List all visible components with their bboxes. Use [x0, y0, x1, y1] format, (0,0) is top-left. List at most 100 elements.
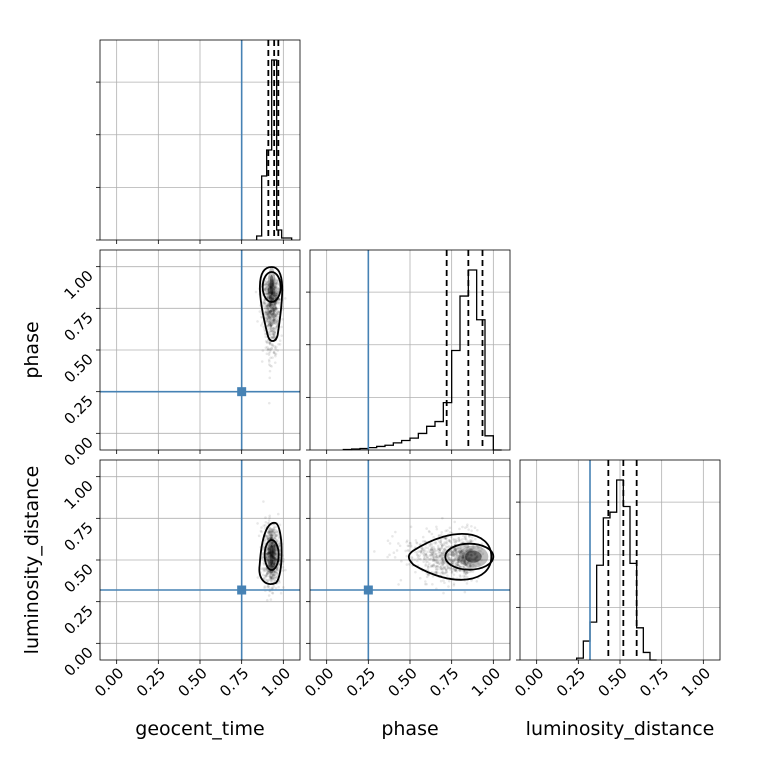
- scatter-point: [254, 290, 258, 294]
- scatter-point: [273, 550, 276, 553]
- scatter-point: [271, 292, 274, 295]
- scatter-point: [272, 560, 275, 563]
- scatter-point: [272, 321, 276, 324]
- scatter-point: [448, 539, 452, 543]
- scatter-point: [388, 542, 392, 545]
- scatter-point: [271, 321, 275, 325]
- scatter-point: [271, 307, 274, 310]
- scatter-point: [273, 287, 277, 290]
- scatter-point: [271, 335, 274, 339]
- scatter-point: [266, 569, 270, 573]
- scatter-point: [410, 556, 414, 559]
- scatter-point: [266, 325, 269, 328]
- scatter-point: [266, 284, 270, 287]
- scatter-point: [266, 292, 270, 296]
- scatter-point: [418, 576, 422, 580]
- scatter-point: [271, 289, 274, 293]
- scatter-point: [270, 316, 273, 319]
- scatter-point: [271, 313, 275, 317]
- scatter-point: [445, 570, 448, 573]
- scatter-point: [275, 554, 278, 557]
- scatter-point: [276, 568, 279, 572]
- scatter-point: [274, 558, 278, 562]
- scatter-point: [266, 308, 270, 312]
- scatter-point: [405, 554, 409, 558]
- scatter-point: [271, 291, 274, 295]
- scatter-point: [431, 582, 434, 586]
- scatter-point: [272, 287, 276, 291]
- scatter-point: [262, 300, 266, 304]
- y-tick-label: 0.75: [60, 308, 96, 344]
- scatter-point: [269, 533, 272, 537]
- scatter-point: [272, 276, 276, 280]
- scatter-point: [268, 549, 271, 553]
- scatter-point: [271, 578, 274, 581]
- scatter-point: [263, 306, 267, 309]
- scatter-point: [276, 565, 280, 569]
- scatter-point: [417, 555, 420, 558]
- scatter-point: [276, 287, 279, 291]
- scatter-point: [274, 293, 278, 297]
- scatter-point: [470, 524, 473, 528]
- x-tick-label: 0.25: [133, 664, 169, 700]
- scatter-point: [268, 332, 271, 335]
- scatter-point: [269, 348, 272, 352]
- y-tick-label: 0.00: [60, 643, 96, 679]
- scatter-point: [272, 564, 276, 568]
- scatter-point: [275, 292, 279, 296]
- scatter-point: [277, 312, 280, 316]
- scatter-point: [430, 564, 434, 568]
- scatter-point: [265, 280, 269, 284]
- scatter-point: [270, 544, 274, 547]
- scatter-point: [271, 591, 275, 595]
- scatter-point: [436, 565, 440, 569]
- scatter-point: [273, 562, 276, 565]
- scatter-point: [266, 550, 270, 554]
- scatter-point: [270, 294, 273, 298]
- scatter-point: [442, 579, 445, 582]
- scatter-point: [274, 292, 277, 296]
- scatter-point: [270, 321, 273, 324]
- scatter-point: [268, 347, 272, 351]
- scatter-point: [271, 290, 275, 294]
- scatter-point: [271, 330, 275, 333]
- x-tick-label: 0.50: [594, 664, 630, 700]
- scatter-point: [265, 551, 268, 555]
- scatter-point: [269, 302, 273, 306]
- scatter-point: [268, 313, 271, 316]
- scatter-point: [454, 556, 457, 560]
- scatter-point: [269, 296, 272, 300]
- scatter-point: [270, 533, 274, 536]
- scatter-point: [278, 544, 281, 548]
- scatter-point: [266, 287, 270, 290]
- scatter-point: [269, 564, 273, 568]
- scatter-point: [273, 307, 277, 310]
- scatter-point: [271, 555, 274, 559]
- scatter-point: [452, 538, 455, 541]
- scatter-point: [464, 537, 468, 541]
- scatter-point: [426, 557, 429, 560]
- scatter-point: [269, 308, 273, 311]
- scatter-point: [271, 307, 275, 311]
- scatter-point: [274, 282, 278, 286]
- scatter-point: [395, 549, 399, 552]
- scatter-point: [275, 307, 278, 311]
- scatter-point: [268, 526, 271, 530]
- scatter-point: [269, 291, 273, 294]
- scatter-point: [461, 525, 464, 529]
- scatter-point: [262, 568, 265, 572]
- scatter-point: [267, 277, 271, 281]
- scatter-point: [266, 586, 269, 589]
- scatter-point: [271, 306, 274, 309]
- scatter-point: [268, 326, 272, 330]
- scatter-point: [275, 312, 278, 316]
- scatter-point: [268, 296, 272, 299]
- scatter-point: [274, 289, 277, 293]
- scatter-point: [267, 311, 271, 314]
- scatter-point: [265, 552, 268, 556]
- scatter-point: [271, 591, 274, 595]
- scatter-point: [271, 313, 275, 316]
- scatter-point: [422, 560, 425, 564]
- scatter-point: [272, 291, 276, 294]
- scatter-point: [269, 324, 273, 328]
